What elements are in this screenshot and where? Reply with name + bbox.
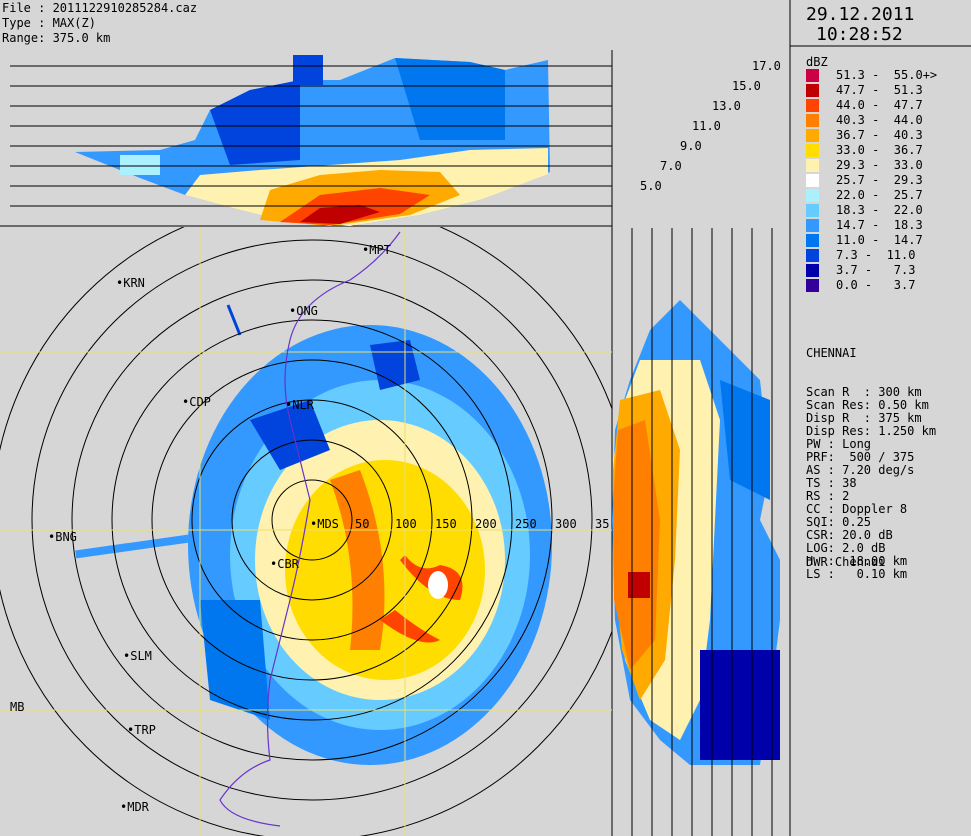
place-label: •MPT: [362, 243, 391, 257]
info-line: LS : 0.10 km: [806, 567, 908, 581]
info-line: LOG: 2.0 dB: [806, 541, 886, 555]
range-label: 100: [395, 517, 417, 531]
info-line: Disp Res: 1.250 km: [806, 424, 937, 438]
legend-unit: dBZ: [806, 55, 828, 69]
legend-label: 3.7 - 7.3: [836, 263, 916, 277]
info-line: PW : Long: [806, 437, 872, 451]
place-label: •NLR: [285, 398, 314, 412]
info-line: H : 18.00 km: [806, 554, 908, 568]
altitude-label: 5.0: [640, 179, 662, 193]
legend-swatch: [806, 99, 819, 112]
legend-swatch: [806, 279, 819, 292]
info-line: RS : 2: [806, 489, 850, 503]
legend-label: 51.3 - 55.0+>: [836, 68, 938, 82]
legend-label: 14.7 - 18.3: [836, 218, 923, 232]
range-label: 250: [515, 517, 537, 531]
legend-swatch: [806, 69, 819, 82]
info-line: Disp R : 375 km: [806, 411, 922, 425]
radar-info: CHENNAI Scan R : 300 km Scan Res: 0.50 km…: [806, 321, 936, 594]
legend-swatch: [806, 249, 819, 262]
date-stamp: 29.12.2011: [806, 4, 915, 25]
time-stamp: 10:28:52: [816, 24, 903, 45]
altitude-label: 15.0: [732, 79, 761, 93]
range-label: 35: [595, 517, 610, 531]
legend-label: 22.0 - 25.7: [836, 188, 923, 202]
legend-label: 0.0 - 3.7: [836, 278, 916, 292]
ew-cross-section: [10, 55, 612, 226]
place-label: •MDR: [120, 800, 149, 814]
range-label: 50: [355, 517, 370, 531]
place-label: •BNG: [48, 530, 77, 544]
ppi-plot: [0, 227, 612, 836]
place-label: •MDS: [310, 517, 339, 531]
range-label: 300: [555, 517, 577, 531]
legend-label: 7.3 - 11.0: [836, 248, 916, 262]
legend-swatch: [806, 174, 819, 187]
info-line: SQI: 0.25: [806, 515, 872, 529]
info-line: CSR: 20.0 dB: [806, 528, 893, 542]
legend-swatch: [806, 204, 819, 217]
type-line: Type : MAX(Z): [2, 16, 96, 30]
info-line: PRF: 500 / 375: [806, 450, 915, 464]
range-line: Range: 375.0 km: [2, 31, 111, 45]
legend-label: 25.7 - 29.3: [836, 173, 923, 187]
site-name: DWR Chennai: [806, 555, 886, 569]
legend-swatch: [806, 84, 819, 97]
station-name: CHENNAI: [806, 346, 857, 360]
altitude-label: 13.0: [712, 99, 741, 113]
place-label: •CBR: [270, 557, 299, 571]
legend-swatch: [806, 219, 819, 232]
legend-swatch: [806, 159, 819, 172]
altitude-label: 11.0: [692, 119, 721, 133]
place-label: •KRN: [116, 276, 145, 290]
info-line: Scan Res: 0.50 km: [806, 398, 929, 412]
legend-label: 18.3 - 22.0: [836, 203, 923, 217]
legend-swatch: [806, 114, 819, 127]
place-label: •CDP: [182, 395, 211, 409]
legend-label: 40.3 - 44.0: [836, 113, 923, 127]
range-label: 150: [435, 517, 457, 531]
info-line: Scan R : 300 km: [806, 385, 922, 399]
legend-label: 44.0 - 47.7: [836, 98, 923, 112]
place-label: •SLM: [123, 649, 152, 663]
legend-swatch: [806, 189, 819, 202]
legend-swatch: [806, 234, 819, 247]
range-label: 200: [475, 517, 497, 531]
info-line: CC : Doppler 8: [806, 502, 908, 516]
place-label: MB: [10, 700, 25, 714]
altitude-label: 17.0: [752, 59, 781, 73]
info-line: AS : 7.20 deg/s: [806, 463, 915, 477]
file-line: File : 2011122910285284.caz: [2, 1, 198, 15]
altitude-label: 9.0: [680, 139, 702, 153]
ns-cross-section: [612, 228, 780, 836]
legend-label: 47.7 - 51.3: [836, 83, 923, 97]
place-label: •ONG: [289, 304, 318, 318]
legend-swatch: [806, 264, 819, 277]
legend-swatch: [806, 144, 819, 157]
legend-swatch: [806, 129, 819, 142]
legend-label: 33.0 - 36.7: [836, 143, 923, 157]
info-line: TS : 38: [806, 476, 857, 490]
legend-label: 29.3 - 33.0: [836, 158, 923, 172]
legend-label: 11.0 - 14.7: [836, 233, 923, 247]
altitude-label: 7.0: [660, 159, 682, 173]
place-label: •TRP: [127, 723, 156, 737]
legend-label: 36.7 - 40.3: [836, 128, 923, 142]
